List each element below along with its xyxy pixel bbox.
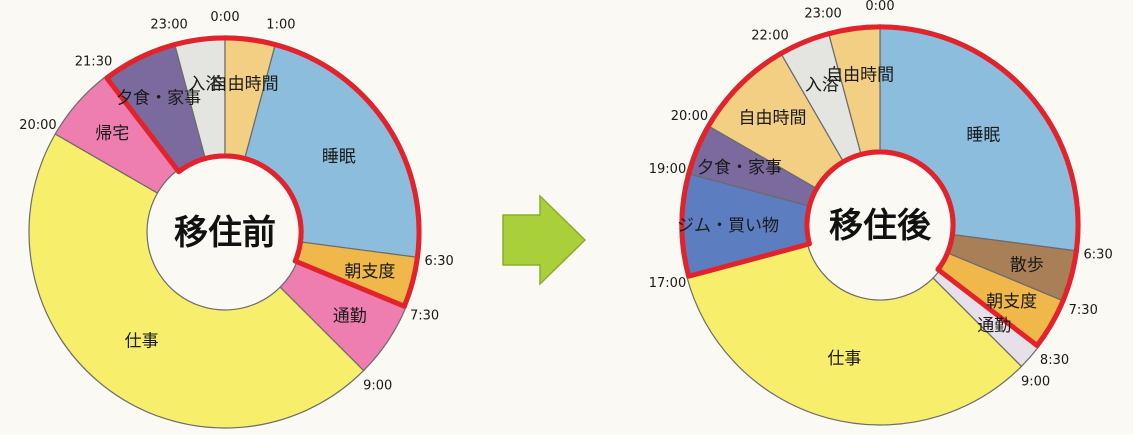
highlight-outline <box>104 35 422 309</box>
segment-label: 夕食・家事 <box>116 88 201 108</box>
segment-label: 睡眠 <box>322 147 356 167</box>
time-label: 20:00 <box>671 109 708 124</box>
segment-label: 帰宅 <box>95 124 129 144</box>
segment-label: 散歩 <box>1010 255 1044 275</box>
time-label: 23:00 <box>804 6 841 21</box>
segment-label: ジム・買い物 <box>677 216 779 236</box>
time-label: 1:00 <box>266 17 295 32</box>
time-label: 6:30 <box>425 254 454 269</box>
time-label: 21:30 <box>75 55 112 70</box>
center-label: 移住後 <box>829 206 932 246</box>
arrow-shape <box>502 194 587 286</box>
segment-label: 朝支度 <box>344 262 395 282</box>
segment <box>686 243 1023 426</box>
time-label: 20:00 <box>19 118 56 133</box>
time-label: 7:30 <box>1069 303 1098 318</box>
time-label: 0:00 <box>865 0 894 14</box>
time-label: 8:30 <box>1040 353 1069 368</box>
segment <box>28 133 365 429</box>
transition-arrow-icon <box>502 194 587 286</box>
segment-label: 睡眠 <box>966 125 1000 145</box>
segment-label: 自由時間 <box>211 74 279 94</box>
highlight-outline <box>679 24 1081 349</box>
donut-after: 睡眠散歩朝支度通勤仕事ジム・買い物夕食・家事自由時間入浴自由時間0:0023:0… <box>649 0 1113 426</box>
time-label: 9:00 <box>1021 375 1050 390</box>
segment-label: 入浴 <box>805 76 839 96</box>
time-label: 0:00 <box>210 10 239 25</box>
segment-label: 通勤 <box>333 306 367 326</box>
time-label: 19:00 <box>649 162 686 177</box>
segment-label: 夕食・家事 <box>697 158 782 178</box>
segment-label: 仕事 <box>827 349 861 369</box>
time-label: 9:00 <box>363 379 392 394</box>
time-label: 22:00 <box>751 28 788 43</box>
segment-label: 通勤 <box>977 316 1011 336</box>
segment-label: 自由時間 <box>739 109 807 129</box>
segment-label: 自由時間 <box>826 65 894 85</box>
time-label: 6:30 <box>1084 248 1113 263</box>
segment-label: 入浴 <box>188 74 222 94</box>
segment-label: 朝支度 <box>986 292 1037 312</box>
center-label: 移住前 <box>174 213 276 253</box>
segment-label: 仕事 <box>125 332 159 352</box>
time-label: 17:00 <box>649 276 686 291</box>
time-label: 23:00 <box>150 17 187 32</box>
time-label: 7:30 <box>410 309 439 324</box>
